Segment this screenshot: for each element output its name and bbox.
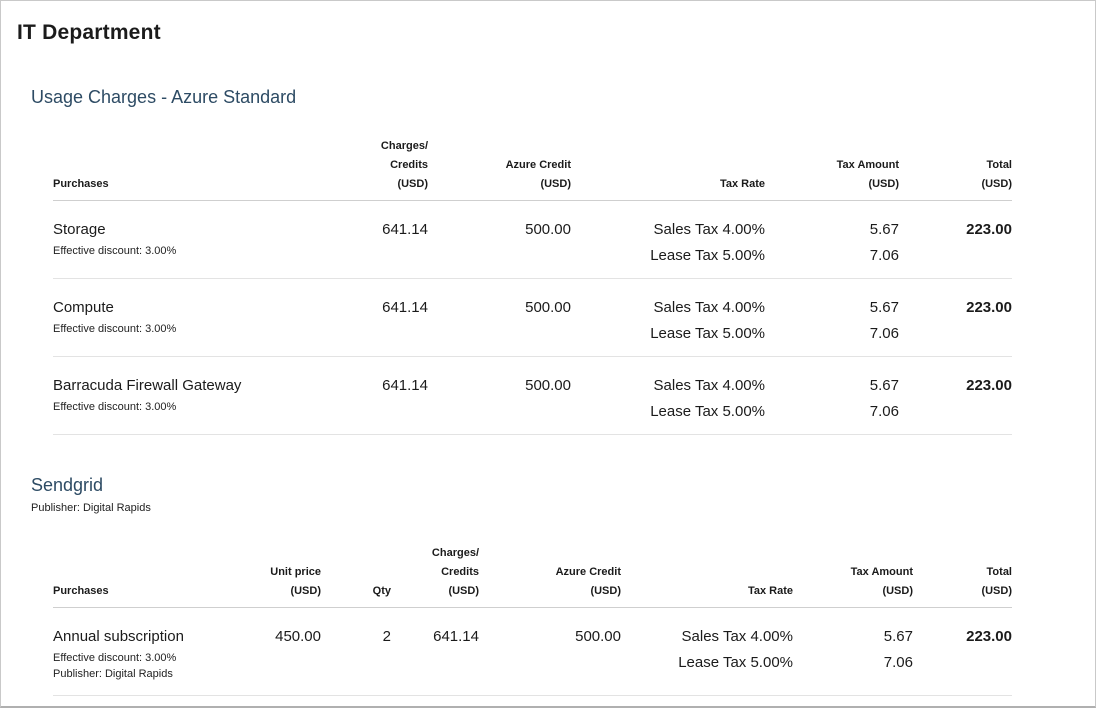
total-cell: 223.00 (899, 356, 1012, 435)
section-heading-usage-charges: Usage Charges - Azure Standard (31, 87, 297, 107)
purchase-cell: Storage Effective discount: 3.00% (53, 200, 283, 279)
azure-credit-cell: 500.00 (479, 607, 621, 696)
charges-cell: 641.14 (283, 356, 428, 435)
column-header-tax-rate: Tax Rate (571, 137, 765, 201)
usage-charges-table-header: Purchases Charges/ Credits (USD) Azure C… (53, 137, 1012, 201)
charges-cell: 641.14 (283, 278, 428, 357)
purchase-name: Storage (53, 221, 106, 238)
qty-cell: 2 (321, 607, 391, 696)
usage-charges-table: Purchases Charges/ Credits (USD) Azure C… (53, 137, 1012, 435)
publisher-note: Publisher: Digital Rapids (31, 502, 151, 514)
publisher-note: Publisher: Digital Rapids (53, 668, 173, 680)
purchase-cell: Compute Effective discount: 3.00% (53, 278, 283, 357)
discount-note: Effective discount: 3.00% (53, 323, 177, 335)
total-cell: 223.00 (899, 278, 1012, 357)
discount-note: Effective discount: 3.00% (53, 652, 177, 664)
column-header-charges-credits: Charges/ Credits (USD) (283, 137, 428, 201)
table-row-storage: Storage Effective discount: 3.00% 641.14… (53, 200, 1012, 279)
sendgrid-table-header: Purchases Unit price (USD) Qty Charges/ … (53, 544, 1012, 608)
column-header-purchases: Purchases (53, 544, 233, 608)
column-header-unit-price: Unit price (USD) (233, 544, 321, 608)
column-header-azure-credit: Azure Credit (USD) (428, 137, 571, 201)
charges-cell: 641.14 (391, 607, 479, 696)
section-heading-sendgrid: Sendgrid (31, 475, 104, 495)
tax-amount-cell: 5.67 7.06 (765, 278, 899, 357)
purchase-cell: Annual subscription Effective discount: … (53, 607, 233, 696)
tax-amount-cell: 5.67 7.06 (765, 356, 899, 435)
column-header-total: Total (USD) (899, 137, 1012, 201)
table-row-annual-subscription: Annual subscription Effective discount: … (53, 607, 1012, 696)
unit-price-cell: 450.00 (233, 607, 321, 696)
tax-amount-cell: 5.67 7.06 (793, 607, 913, 696)
total-cell: 223.00 (899, 200, 1012, 279)
total-cell: 223.00 (913, 607, 1012, 696)
column-header-qty: Qty (321, 544, 391, 608)
column-header-azure-credit: Azure Credit (USD) (479, 544, 621, 608)
sendgrid-table: Purchases Unit price (USD) Qty Charges/ … (53, 544, 1012, 696)
tax-rate-cell: Sales Tax 4.00% Lease Tax 5.00% (571, 278, 765, 357)
section-sendgrid: Sendgrid Publisher: Digital Rapids Purch… (1, 473, 1095, 696)
tax-rate-cell: Sales Tax 4.00% Lease Tax 5.00% (571, 200, 765, 279)
purchase-cell: Barracuda Firewall Gateway Effective dis… (53, 356, 283, 435)
column-header-total: Total (USD) (913, 544, 1012, 608)
tax-rate-cell: Sales Tax 4.00% Lease Tax 5.00% (621, 607, 793, 696)
charges-cell: 641.14 (283, 200, 428, 279)
tax-amount-cell: 5.67 7.06 (765, 200, 899, 279)
discount-note: Effective discount: 3.00% (53, 245, 177, 257)
column-header-tax-amount: Tax Amount (USD) (793, 544, 913, 608)
table-row-barracuda-firewall-gateway: Barracuda Firewall Gateway Effective dis… (53, 356, 1012, 435)
table-row-compute: Compute Effective discount: 3.00% 641.14… (53, 278, 1012, 357)
purchase-name: Compute (53, 299, 114, 316)
section-usage-charges: Usage Charges - Azure Standard Purchases… (1, 85, 1095, 435)
purchase-name: Barracuda Firewall Gateway (53, 377, 242, 394)
azure-credit-cell: 500.00 (428, 356, 571, 435)
discount-note: Effective discount: 3.00% (53, 401, 177, 413)
azure-credit-cell: 500.00 (428, 278, 571, 357)
tax-rate-cell: Sales Tax 4.00% Lease Tax 5.00% (571, 356, 765, 435)
column-header-tax-rate: Tax Rate (621, 544, 793, 608)
column-header-purchases: Purchases (53, 137, 283, 201)
column-header-charges-credits: Charges/ Credits (USD) (391, 544, 479, 608)
page-title: IT Department (17, 21, 161, 44)
azure-credit-cell: 500.00 (428, 200, 571, 279)
purchase-name: Annual subscription (53, 628, 184, 645)
column-header-tax-amount: Tax Amount (USD) (765, 137, 899, 201)
